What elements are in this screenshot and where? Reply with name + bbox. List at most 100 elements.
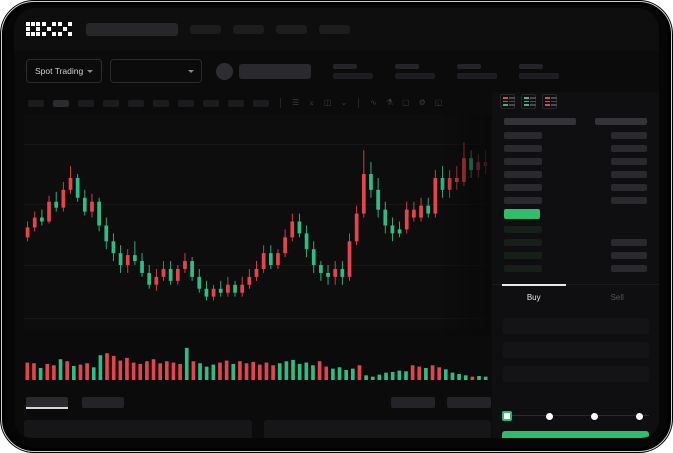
nav-link-2[interactable] — [233, 24, 264, 34]
ask-row-price-5[interactable] — [504, 197, 542, 204]
orders-action-2[interactable] — [447, 396, 491, 408]
bid-row-size-3[interactable] — [611, 265, 647, 272]
chart-type-chevron-icon[interactable]: ⌄ — [340, 98, 348, 107]
bar-chart-icon[interactable]: ◫ — [323, 98, 332, 107]
buy-sell-tabs: Buy Sell — [492, 284, 659, 310]
chart-toolbar: ☰ ⌅ ◫ ⌄ ∿ ⚗ ▢ ⚙ ◱ — [14, 92, 659, 114]
market-type-dropdown[interactable]: Spot Trading — [26, 59, 103, 83]
logo-glyph-o — [26, 22, 40, 36]
tab-buy[interactable]: Buy — [492, 284, 576, 310]
place-buy-order-button[interactable] — [502, 431, 649, 438]
settings-gear-icon[interactable]: ⚙ — [418, 98, 426, 107]
bid-row-size-2[interactable] — [611, 252, 647, 259]
timeframe-chip-1[interactable] — [28, 99, 44, 107]
timeframe-chip-8[interactable] — [203, 99, 219, 107]
active-tab-underline — [26, 407, 68, 409]
ob-mode-asks-icon[interactable] — [542, 94, 557, 109]
pair-name-label — [239, 63, 312, 79]
trading-pair-dropdown[interactable] — [110, 59, 203, 83]
candlestick-series — [25, 142, 488, 301]
bid-row-price-2[interactable] — [504, 252, 542, 259]
ask-row-price-2[interactable] — [504, 158, 542, 165]
bottom-panel-left[interactable] — [24, 420, 252, 438]
order-price-input[interactable] — [502, 318, 649, 334]
chart-gridline-1 — [24, 204, 489, 206]
timeframe-chip-10[interactable] — [253, 99, 269, 107]
tab-order-history[interactable] — [82, 396, 124, 408]
volume-bar-chart — [24, 334, 489, 388]
ask-row-size-2[interactable] — [611, 158, 647, 165]
order-book-header-left[interactable] — [504, 118, 576, 125]
chart-gridline-0 — [24, 144, 489, 146]
timeframe-chip-7[interactable] — [178, 99, 194, 107]
slider-step-75[interactable] — [636, 412, 643, 420]
price-candlestick-chart[interactable] — [24, 114, 489, 329]
stat-label — [519, 63, 544, 69]
bottom-panel-right[interactable] — [263, 420, 491, 438]
slider-handle[interactable] — [502, 411, 512, 421]
market-stat-3 — [457, 63, 498, 79]
stat-label — [395, 63, 420, 69]
order-book-and-trade-panel: Buy Sell — [492, 92, 659, 438]
ob-mode-bids-icon[interactable] — [521, 94, 536, 109]
order-book-view-modes — [500, 94, 557, 109]
fullscreen-icon[interactable]: ◱ — [434, 98, 443, 107]
ask-row-size-0[interactable] — [611, 132, 647, 139]
ask-row-size-3[interactable] — [611, 171, 647, 178]
chart-gridline-3 — [24, 318, 489, 320]
ask-row-size-4[interactable] — [611, 184, 647, 191]
timeframe-chip-5[interactable] — [128, 99, 144, 107]
nav-link-3[interactable] — [276, 24, 307, 34]
last-price-highlight — [504, 209, 540, 219]
orders-action-1[interactable] — [391, 396, 435, 408]
ob-mode-both-icon[interactable] — [500, 94, 515, 109]
nav-link-1[interactable] — [190, 24, 221, 34]
amount-percent-slider[interactable] — [502, 410, 652, 422]
tab-open-orders[interactable] — [26, 396, 68, 408]
line-chart-icon[interactable]: ⌅ — [308, 98, 315, 107]
stat-label — [457, 63, 482, 69]
bid-row-price-0[interactable] — [504, 226, 542, 233]
stat-value — [457, 72, 498, 79]
toolbar-divider — [358, 98, 360, 108]
stat-label — [333, 63, 358, 69]
ask-row-price-1[interactable] — [504, 145, 542, 152]
order-total-input[interactable] — [502, 366, 649, 382]
slider-step-50[interactable] — [591, 412, 598, 420]
bid-row-size-1[interactable] — [611, 239, 647, 246]
compare-icon[interactable]: ▢ — [402, 98, 410, 107]
market-toolbar: Spot Trading — [14, 50, 659, 92]
search-input[interactable] — [86, 22, 178, 36]
slider-track — [505, 415, 649, 416]
okx-app-screen: OKX — [14, 8, 659, 438]
pair-coin-avatar — [216, 62, 234, 80]
timeframe-chip-6[interactable] — [153, 99, 169, 107]
timeframe-chip-4[interactable] — [103, 99, 119, 107]
order-amount-input[interactable] — [502, 342, 649, 358]
ask-row-price-3[interactable] — [504, 171, 542, 178]
order-book[interactable] — [492, 116, 659, 272]
logo-glyph-x — [58, 22, 72, 36]
bid-row-price-3[interactable] — [504, 265, 542, 272]
timeframe-chip-2[interactable] — [53, 99, 69, 107]
ask-row-size-5[interactable] — [611, 197, 647, 204]
stat-value — [395, 72, 436, 79]
toolbar-divider — [280, 98, 281, 108]
okx-logo[interactable]: OKX — [26, 22, 72, 36]
timeframe-chip-9[interactable] — [228, 99, 244, 107]
logo-glyph-k — [42, 22, 56, 36]
timeframe-chip-3[interactable] — [78, 99, 94, 107]
ask-row-price-0[interactable] — [504, 132, 542, 139]
bid-row-price-1[interactable] — [504, 239, 542, 246]
ask-row-price-4[interactable] — [504, 184, 542, 191]
nav-link-4[interactable] — [319, 24, 350, 34]
candlestick-chart-icon[interactable]: ☰ — [292, 98, 300, 107]
drawing-tools-icon[interactable]: ⚗ — [385, 98, 394, 107]
slider-step-25[interactable] — [546, 412, 553, 420]
tab-sell[interactable]: Sell — [576, 285, 660, 310]
ask-row-size-1[interactable] — [611, 145, 647, 152]
stat-value — [519, 72, 560, 79]
order-book-header-right[interactable] — [595, 118, 647, 125]
indicator-wave-icon[interactable]: ∿ — [370, 98, 377, 107]
